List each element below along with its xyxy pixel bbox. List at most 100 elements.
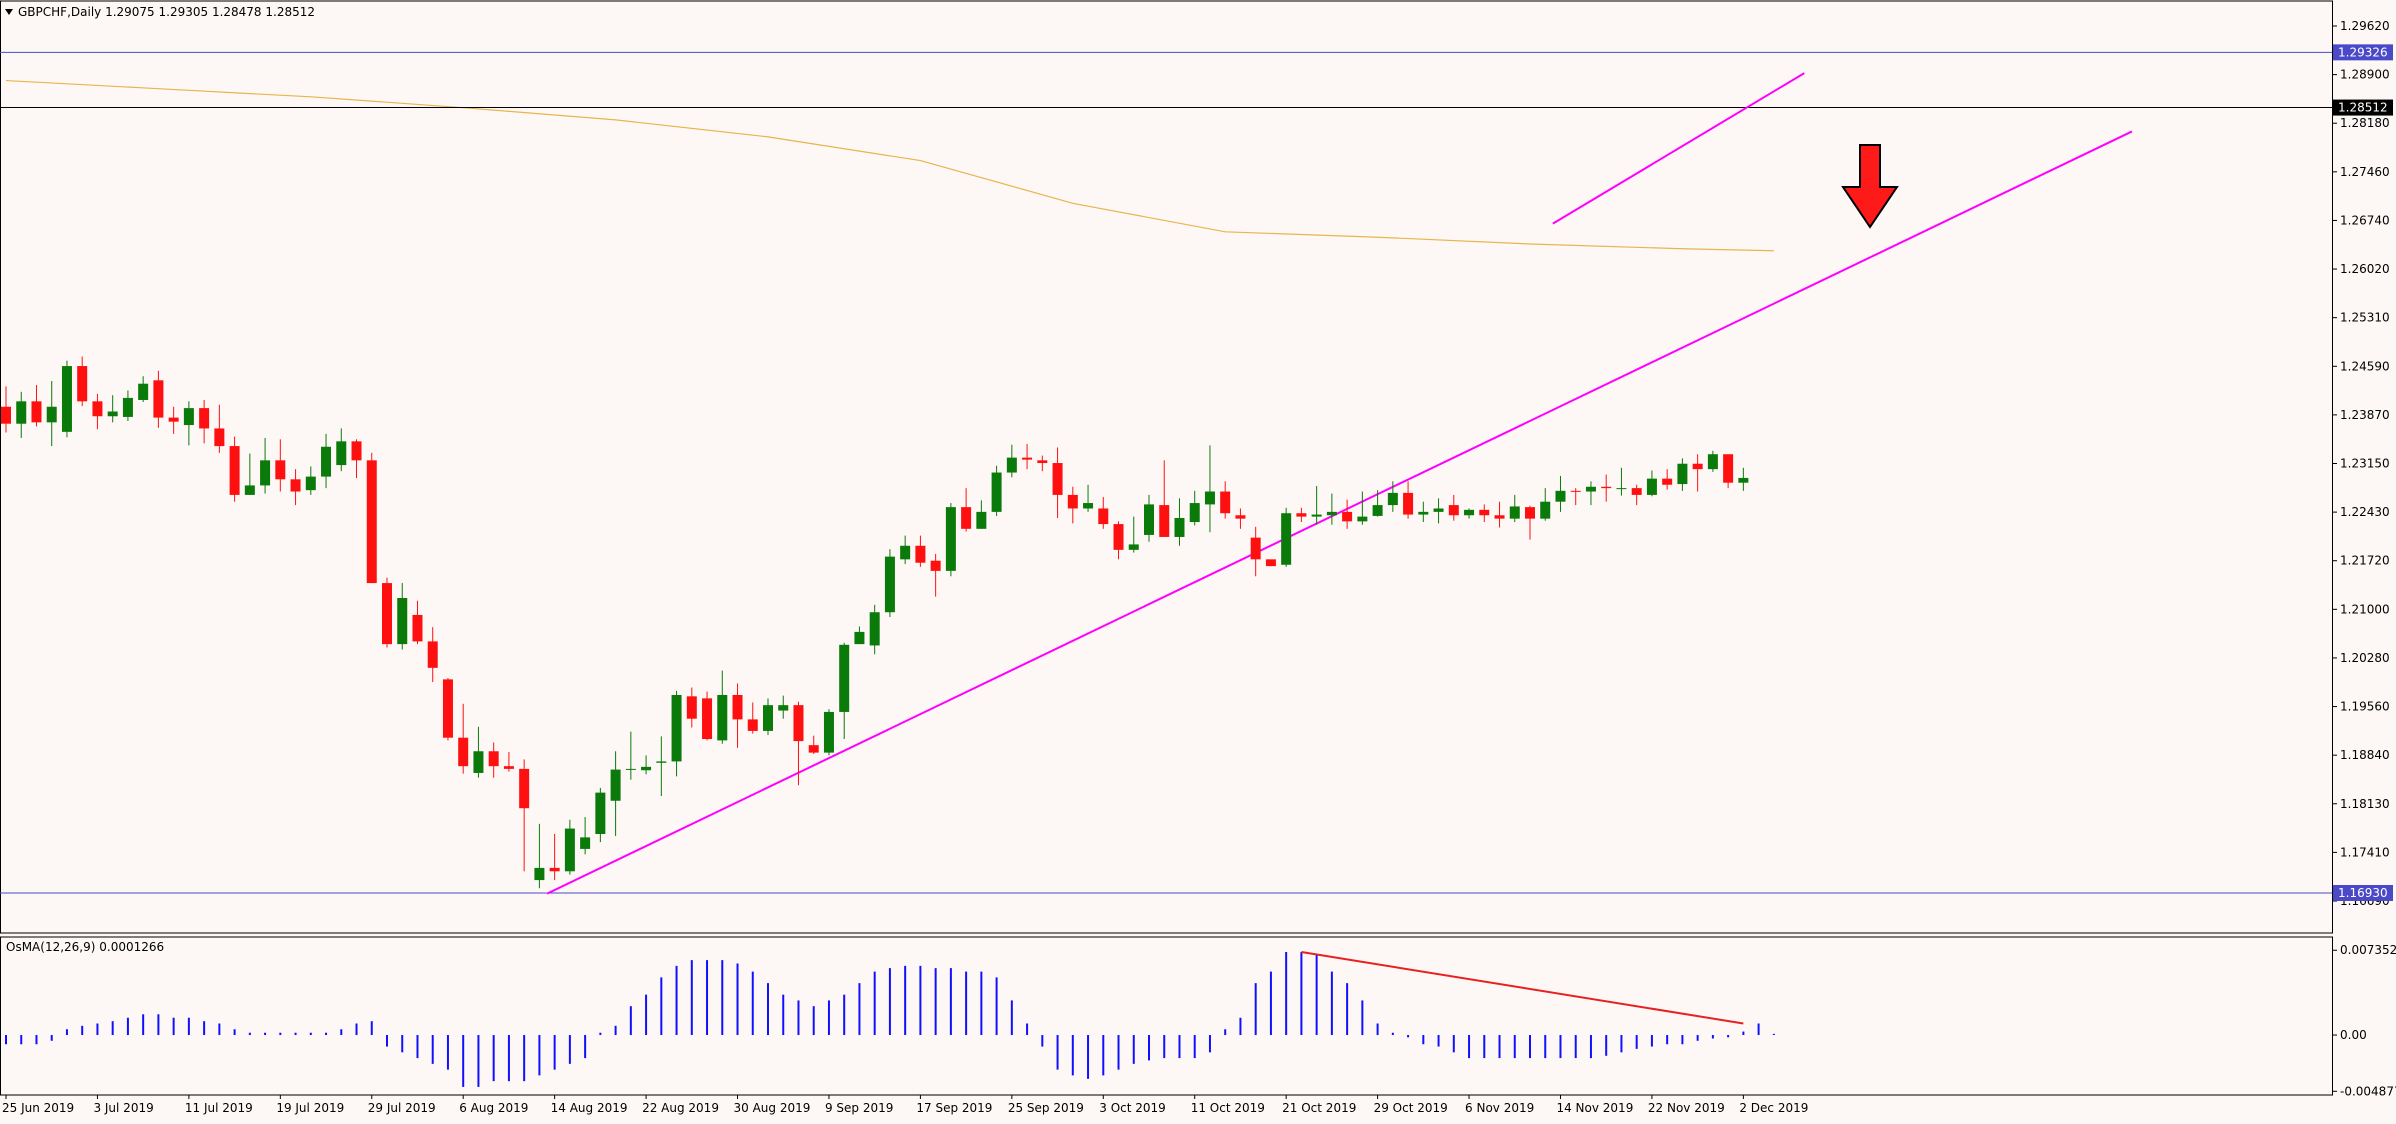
x-tick-label: 30 Aug 2019 [734,1101,811,1115]
candle-body [1707,454,1718,470]
candle-body [1585,486,1596,492]
symbol-info: GBPCHF,Daily 1.29075 1.29305 1.28478 1.2… [18,5,315,19]
trendline [546,130,2133,895]
candle [168,406,179,434]
candle [702,691,713,741]
candle [564,819,575,875]
candle-body [77,366,88,402]
dropdown-triangle-icon[interactable] [5,9,13,15]
candle-body [991,472,1002,512]
candle [1707,450,1718,472]
y-tick-label: 1.22430 [2340,505,2390,519]
candle-body [656,761,667,763]
candle-body [31,401,42,423]
candle [1220,481,1231,519]
candle [1692,454,1703,492]
candle-body [823,711,834,753]
candle-body [1296,513,1307,517]
candle [1113,521,1124,560]
axes: 1.29620 1.28900 1.28180 1.27460 1.26740 1.260… [2,19,2396,1115]
price-tag-box [2333,99,2393,116]
symbol-header[interactable]: GBPCHF,Daily 1.29075 1.29305 1.28478 1.2… [5,5,315,19]
candle-body [1723,454,1734,483]
candle-body [961,507,972,529]
candle [427,627,438,683]
candle [458,703,469,774]
candle-body [168,417,179,422]
candle-body [1601,486,1612,489]
candle [1585,481,1596,506]
candle-body [1128,544,1139,550]
candle-body [1326,511,1337,516]
candle-body [900,545,911,560]
candle-body [412,614,423,642]
candle [1067,486,1078,524]
candle [869,604,880,655]
candle-body [641,766,652,771]
candle [260,437,271,494]
candle-body [732,694,743,720]
candle-body [275,460,286,480]
x-tick-label: 11 Oct 2019 [1191,1101,1265,1115]
candle-body [1083,503,1094,509]
candle [625,731,636,780]
candle-body [671,694,682,762]
candle [763,698,773,735]
osma-histogram [5,951,1775,1087]
candle [1250,526,1261,577]
candle [1083,484,1094,512]
candle-body [1006,457,1017,473]
candle-body [549,867,560,872]
x-tick-label: 11 Jul 2019 [185,1101,253,1115]
candle-body [884,556,895,613]
candle [1265,559,1276,567]
candle-body [1022,457,1033,460]
candle-body [1235,515,1246,519]
candle-body [625,768,636,770]
candle-body [1509,506,1520,519]
candle-body [1052,463,1063,495]
candle-body [1098,508,1109,525]
candle-body [107,411,118,417]
candle [610,751,621,837]
price-tag-box [2333,884,2393,901]
candle [1433,498,1444,524]
candle [854,626,865,645]
trendlines [546,72,2133,895]
candle [1235,508,1246,529]
candle [549,833,560,881]
candle-body [1662,478,1673,485]
candle-body [183,408,194,426]
candle [641,755,652,775]
candle-body [427,641,438,668]
candle-body [976,511,987,529]
candle [290,469,301,506]
price-tag-label: 1.16930 [2338,886,2388,900]
candle-body [945,507,956,571]
candle [1357,491,1368,525]
candle [823,709,834,756]
candle [1555,475,1566,512]
candle-body [1144,504,1154,535]
y-tick-label: 1.20280 [2340,651,2390,665]
candle-body [1204,491,1215,505]
candle [442,678,453,741]
candle [534,823,545,889]
candle [122,390,133,421]
candle [382,577,392,648]
candle [915,535,926,567]
candle-body [199,408,210,429]
candle-body [1494,515,1505,519]
candle-body [1403,492,1414,515]
x-tick-label: 3 Oct 2019 [1099,1101,1166,1115]
candle [595,787,606,843]
x-tick-label: 19 Jul 2019 [276,1101,344,1115]
candle-body [869,612,880,646]
x-tick-label: 3 Jul 2019 [93,1101,153,1115]
candle-body [1220,491,1231,514]
price-tag-label: 1.28512 [2338,101,2388,115]
candle [1570,488,1581,506]
